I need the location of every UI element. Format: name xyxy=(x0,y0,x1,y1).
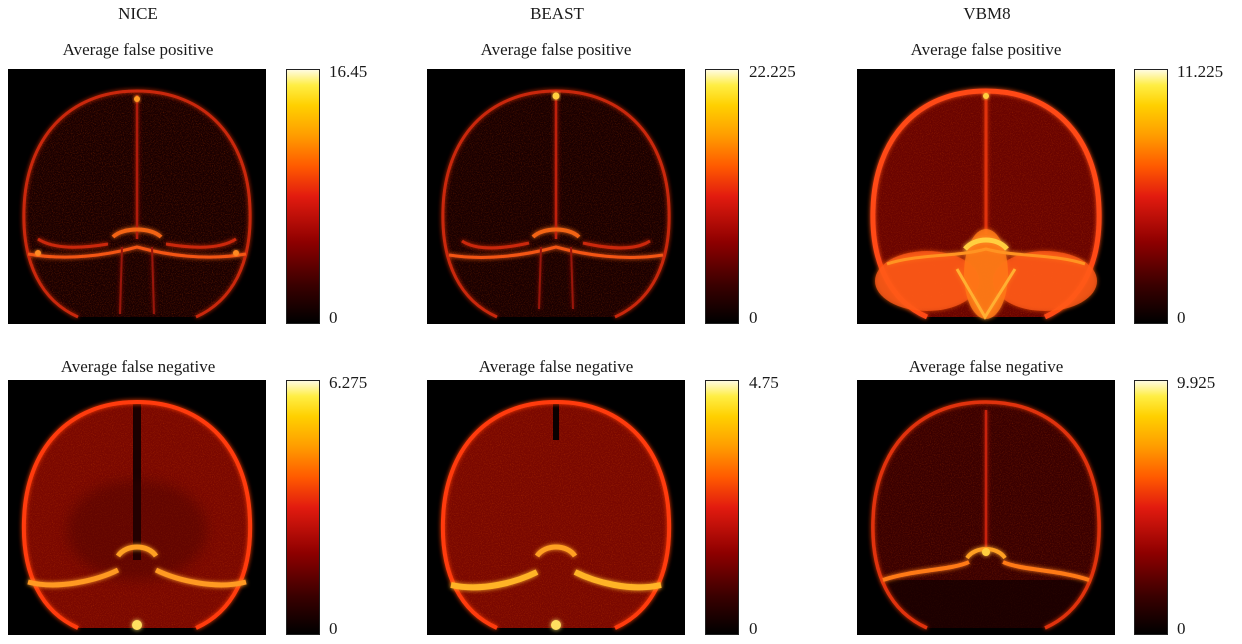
colorbar-max-vbm8-fn: 9.925 xyxy=(1177,373,1216,392)
panel-title-nice-fp: Average false positive xyxy=(62,40,214,59)
panel-title-beast-fp: Average false positive xyxy=(480,40,632,59)
colorbar-vbm8-fp xyxy=(1134,69,1168,324)
panel-title-vbm8-fn: Average false negative xyxy=(908,357,1064,376)
heatmap-nice-false-negative xyxy=(8,380,266,635)
colorbar-vbm8-fn xyxy=(1134,380,1168,635)
panel-title-vbm8-fp: Average false positive xyxy=(910,40,1062,59)
colorbar-min-vbm8-fp: 0 xyxy=(1177,308,1186,327)
heatmap-vbm8-false-positive xyxy=(857,69,1115,324)
colorbar-min-nice-fn: 0 xyxy=(329,619,338,638)
colorbar-beast-fn xyxy=(705,380,739,635)
colorbar-min-nice-fp: 0 xyxy=(329,308,338,327)
colorbar-nice-fp xyxy=(286,69,320,324)
colorbar-min-vbm8-fn: 0 xyxy=(1177,619,1186,638)
column-title-vbm8: VBM8 xyxy=(963,4,1011,23)
colorbar-max-beast-fp: 22.225 xyxy=(749,62,796,81)
colorbar-max-nice-fp: 16.45 xyxy=(329,62,368,81)
colorbar-min-beast-fn: 0 xyxy=(749,619,758,638)
colorbar-min-beast-fp: 0 xyxy=(749,308,758,327)
heatmap-beast-false-positive xyxy=(427,69,685,324)
column-title-nice: NICE xyxy=(118,4,158,23)
panel-title-nice-fn: Average false negative xyxy=(60,357,216,376)
colorbar-max-nice-fn: 6.275 xyxy=(329,373,368,392)
panel-title-beast-fn: Average false negative xyxy=(478,357,634,376)
heatmap-beast-false-negative xyxy=(427,380,685,635)
heatmap-nice-false-positive xyxy=(8,69,266,324)
colorbar-max-vbm8-fp: 11.225 xyxy=(1177,62,1224,81)
colorbar-beast-fp xyxy=(705,69,739,324)
colorbar-max-beast-fn: 4.75 xyxy=(749,373,779,392)
column-title-beast: BEAST xyxy=(530,4,584,23)
heatmap-vbm8-false-negative xyxy=(857,380,1115,635)
colorbar-nice-fn xyxy=(286,380,320,635)
